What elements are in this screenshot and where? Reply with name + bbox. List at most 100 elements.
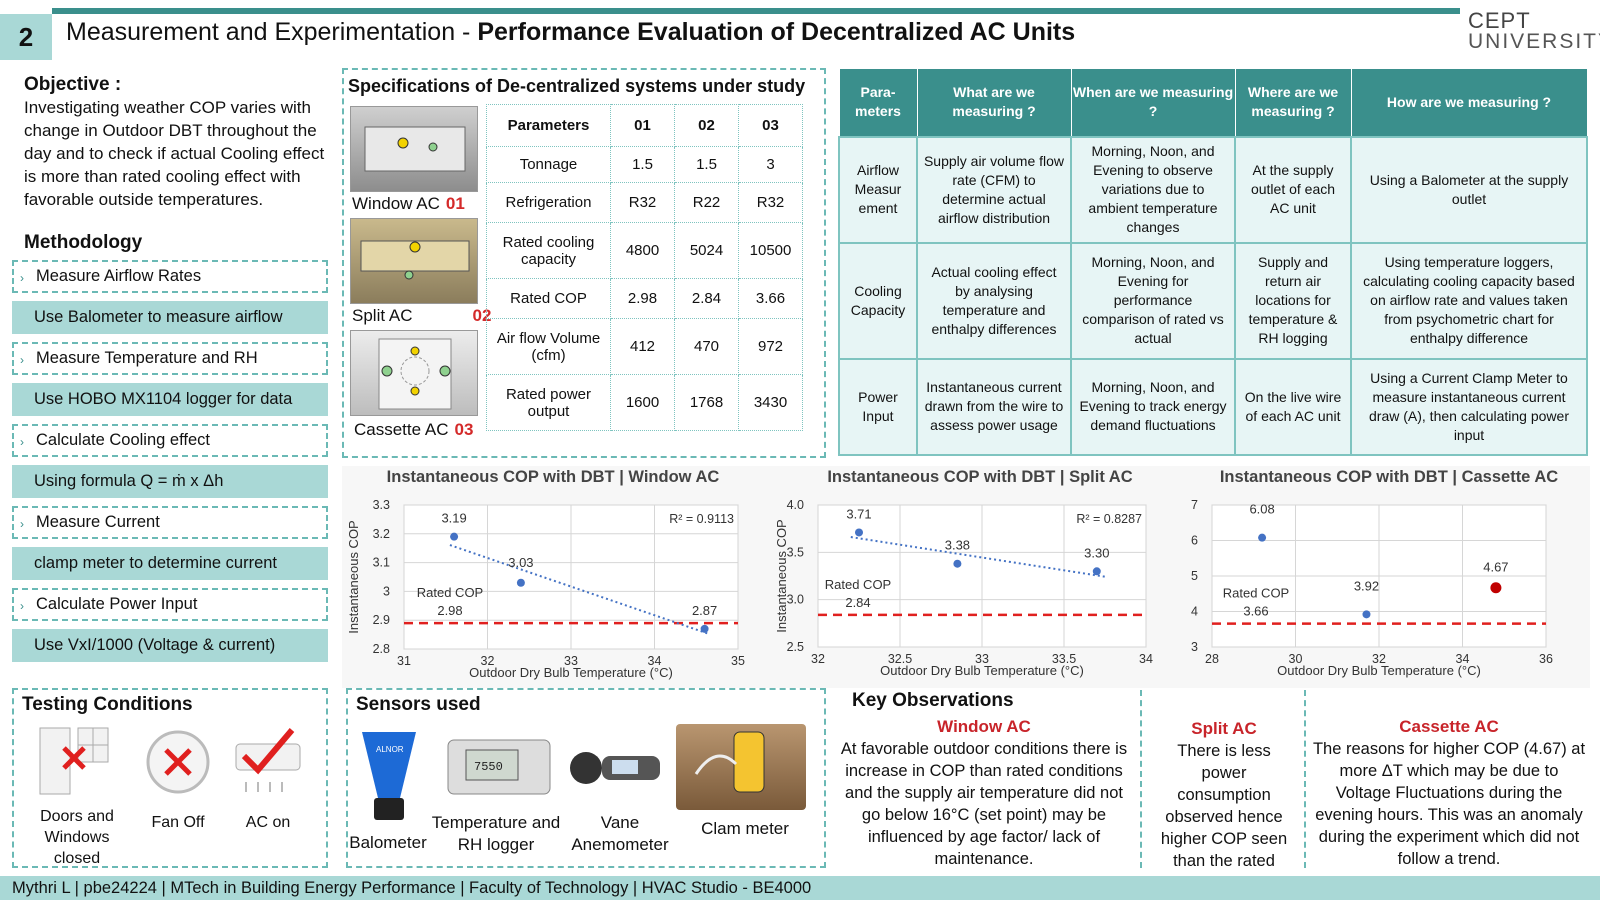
sensors-panel	[346, 688, 826, 868]
specs-table: Parameters 01 02 03 Tonnage 1.5 1.5 3 Refri…	[486, 104, 803, 431]
x-tick-label: 33	[564, 654, 578, 668]
table-cell: 3.66	[738, 278, 803, 319]
data-label: 3.38	[945, 538, 970, 553]
spec-header-cell: 02	[674, 104, 739, 147]
specs-header-row: Parameters 01 02 03	[486, 104, 803, 147]
methodology-item: Use HOBO MX1104 logger for data	[12, 383, 328, 416]
y-tick-label: 2.5	[787, 640, 804, 654]
y-axis-label: Instantaneous COP	[774, 519, 789, 632]
observation-text: At favorable outdoor conditions there is…	[840, 740, 1128, 868]
table-cell: Actual cooling effect by analysing tempe…	[916, 241, 1072, 360]
table-row: Rated COP 2.98 2.84 3.66	[486, 278, 803, 319]
testing-label: Fan Off	[151, 814, 205, 831]
svg-text:ALNOR: ALNOR	[376, 745, 404, 754]
x-tick-label: 32	[1372, 652, 1386, 666]
observation-text: There is less power consumption observed…	[1160, 742, 1288, 892]
x-axis-label: Outdoor Dry Bulb Temperature (°C)	[880, 663, 1084, 678]
y-tick-label: 2.8	[373, 642, 390, 656]
data-point	[700, 624, 709, 633]
table-cell: 1.5	[674, 146, 739, 183]
doors-windows-icon	[39, 727, 109, 795]
observation-split: Split AC There is less power consumption…	[1156, 718, 1292, 894]
vane-anemometer-icon	[570, 752, 660, 784]
chart-split-ac: Instantaneous COP with DBT | Split AC 32…	[770, 468, 1190, 686]
data-label: 3.92	[1354, 578, 1379, 593]
table-cell: 3430	[738, 374, 803, 431]
table-cell: Using a Current Clamp Meter to measure i…	[1350, 357, 1588, 456]
table-cell: 1600	[610, 374, 675, 431]
methodology-heading: Methodology	[24, 232, 143, 253]
chevron-right-icon: ›	[20, 353, 24, 367]
methodology-item-label: Measure Temperature and RH	[36, 349, 258, 367]
chart-title-split: Instantaneous COP with DBT | Split AC	[827, 468, 1133, 486]
table-cell: Tonnage	[486, 146, 611, 183]
methodology-item-label: Using formula Q = ṁ x Δh	[34, 472, 224, 490]
chart-svg-split: 32 32.5 33 33.5 34 2.5 3.0 3.5 4.0 Outdoor Dry Bu…	[774, 498, 1153, 678]
methodology-item: › Measure Current	[12, 506, 328, 539]
title-prefix: Measurement and Experimentation -	[66, 18, 478, 46]
observation-title: Window AC	[937, 717, 1031, 736]
table-cell: 10500	[738, 222, 803, 279]
table-cell: On the live wire of each AC unit	[1234, 357, 1352, 456]
sensor-label: Clam meter	[701, 819, 789, 838]
table-cell: 470	[674, 318, 739, 375]
cassette-ac-label: Cassette AC 03	[354, 420, 473, 440]
x-tick-label: 34	[1456, 652, 1470, 666]
objective-text: Investigating weather COP varies with ch…	[24, 98, 325, 209]
unit-num-1: 01	[445, 194, 465, 213]
svg-text:7550: 7550	[474, 760, 503, 774]
top-accent-bar	[52, 8, 1460, 14]
x-tick-label: 32	[811, 652, 825, 666]
table-cell: 4800	[610, 222, 675, 279]
spec-header-cell: 03	[738, 104, 803, 147]
spec-header-cell: Parameters	[486, 104, 611, 147]
data-point	[1092, 567, 1101, 576]
specs-title: Specifications of De-centralized systems…	[348, 76, 806, 96]
y-tick-label: 3.2	[373, 527, 390, 541]
table-cell: 2.98	[610, 278, 675, 319]
title-bold: Performance Evaluation of Decentralized …	[477, 18, 1076, 46]
section-number: 2	[0, 14, 52, 60]
y-tick-label: 3.5	[787, 545, 804, 559]
y-tick-label: 7	[1191, 498, 1198, 512]
methodology-item: › Calculate Power Input	[12, 588, 328, 621]
data-point	[855, 528, 863, 537]
table-cell: Instantaneous current drawn from the wir…	[916, 357, 1072, 456]
observation-text: The reasons for higher COP (4.67) at mor…	[1312, 740, 1586, 868]
methodology-item: clamp meter to determine current	[12, 547, 328, 580]
observation-divider	[1140, 690, 1142, 868]
y-tick-label: 3.1	[373, 556, 390, 570]
spec-header-cell: 01	[610, 104, 675, 147]
observation-cassette: Cassette AC The reasons for higher COP (…	[1310, 716, 1588, 870]
table-cell: Using a Balometer at the supply outlet	[1350, 135, 1588, 244]
observation-window: Window AC At favorable outdoor condition…	[836, 716, 1132, 870]
data-point	[1490, 582, 1502, 594]
methodology-item: › Calculate Cooling effect	[12, 424, 328, 457]
chevron-right-icon: ›	[20, 271, 24, 285]
x-axis-label: Outdoor Dry Bulb Temperature (°C)	[1277, 663, 1481, 678]
observations-heading: Key Observations	[852, 690, 1014, 711]
y-tick-label: 4.0	[787, 498, 804, 512]
data-label: 3.71	[846, 506, 871, 521]
table-cell: R32	[610, 182, 675, 223]
page-title: Measurement and Experimentation - Perfor…	[66, 18, 1075, 47]
chart-svg-window: 31 32 33 34 35 2.8 2.9 3 3.1 3.2 3.3 Outdoor Dry Bu…	[346, 498, 745, 680]
table-cell: Morning, Noon, and Evening to track ener…	[1070, 357, 1236, 456]
table-cell: Rated cooling capacity	[486, 222, 611, 279]
y-tick-label: 3	[1191, 640, 1198, 654]
table-cell: Air flow Volume (cfm)	[486, 318, 611, 375]
x-tick-label: 28	[1205, 652, 1219, 666]
data-point	[450, 532, 459, 541]
observation-divider	[1304, 690, 1306, 868]
data-label: 4.67	[1483, 560, 1508, 575]
meas-header-cell: Para-meters	[838, 68, 918, 137]
table-cell: Supply and return air locations for temp…	[1234, 241, 1352, 360]
x-tick-label: 34	[648, 654, 662, 668]
window-ac-illustration	[364, 126, 466, 172]
table-row: Rated power output 1600 1768 3430	[486, 374, 803, 431]
measurement-header-row: Para-meters What are we measuring ? When…	[838, 68, 1588, 137]
clamp-meter-photo	[676, 724, 806, 810]
data-point	[516, 578, 525, 587]
rated-cop-label: Rated COP	[825, 577, 891, 592]
methodology-item-label: Calculate Power Input	[36, 595, 198, 613]
